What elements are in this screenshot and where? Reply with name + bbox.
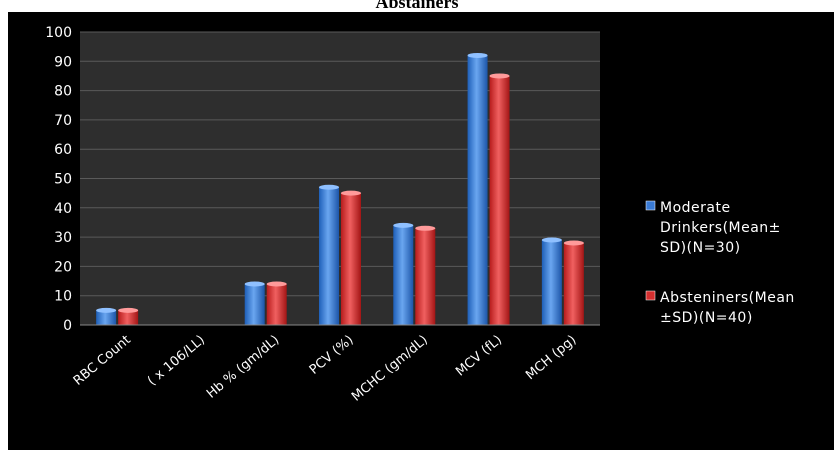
bar-body xyxy=(393,225,414,325)
bar-top xyxy=(541,237,562,243)
bar-body xyxy=(118,310,139,325)
legend-entry: Absteniners(Mean ±SD)(N=40) xyxy=(645,290,795,326)
bar-body xyxy=(467,55,488,325)
bar-body xyxy=(415,228,436,325)
x-tick-label: MCH (pg) xyxy=(523,333,579,384)
bar-moderate-drinkers xyxy=(244,281,265,325)
bar-moderate-drinkers xyxy=(393,222,414,325)
bar-top xyxy=(489,73,510,79)
bar-body xyxy=(319,187,339,325)
legend: Moderate Drinkers(Mean± SD)(N=30) Abstenine… xyxy=(645,200,795,326)
bar-top xyxy=(118,307,139,313)
bar-abstainers xyxy=(415,225,436,325)
bar-abstainers xyxy=(489,73,510,325)
bar-body xyxy=(489,75,510,325)
y-tick-label: 50 xyxy=(54,172,72,188)
legend-label: SD)(N=30) xyxy=(660,240,741,256)
y-tick-label: 30 xyxy=(54,230,72,246)
bar-body xyxy=(563,242,584,325)
x-tick-label: MCV (fL) xyxy=(453,333,505,380)
y-tick-label: 90 xyxy=(54,54,72,70)
bar-body xyxy=(266,283,287,325)
y-tick-label: 60 xyxy=(54,142,72,158)
x-tick-label: PCV (%) xyxy=(307,333,357,378)
bar-abstainers xyxy=(341,190,361,325)
bar-abstainers xyxy=(118,307,139,325)
bar-moderate-drinkers xyxy=(467,52,488,325)
y-tick-label: 100 xyxy=(45,25,72,41)
bar-top xyxy=(341,190,361,196)
x-tick-label: Hb % (gm/dL) xyxy=(204,333,282,402)
bar-top xyxy=(266,281,287,287)
legend-label: Absteniners(Mean xyxy=(660,290,795,306)
bar-moderate-drinkers xyxy=(541,237,562,325)
bar-top xyxy=(393,222,414,228)
legend-swatch xyxy=(645,200,656,211)
bar-body xyxy=(541,240,562,325)
bar-moderate-drinkers xyxy=(96,307,117,325)
legend-label: Moderate xyxy=(660,200,731,216)
legend-swatch xyxy=(645,290,656,301)
x-tick-label: ( x 106/LL) xyxy=(145,333,208,389)
legend-label: Drinkers(Mean± xyxy=(660,220,781,236)
plot-area: 0 10 20 30 40 50 60 70 80 90 100 RBC Count( x 106/L… xyxy=(45,25,600,405)
bar-abstainers xyxy=(266,281,287,325)
bar-top xyxy=(244,281,265,287)
y-tick-label: 20 xyxy=(54,259,72,275)
y-tick-label: 10 xyxy=(54,289,72,305)
y-tick-label: 0 xyxy=(63,318,72,334)
bar-moderate-drinkers xyxy=(319,184,339,325)
bar-top xyxy=(563,240,584,246)
y-tick-label: 80 xyxy=(54,84,72,100)
y-tick-label: 40 xyxy=(54,201,72,217)
bar-top xyxy=(319,184,339,190)
bar-body xyxy=(244,283,265,325)
legend-entry: Moderate Drinkers(Mean± SD)(N=30) xyxy=(645,200,781,256)
x-tick-label: RBC Count xyxy=(71,333,134,389)
bar-abstainers xyxy=(563,240,584,325)
bar-body xyxy=(341,193,361,325)
bar-top xyxy=(467,52,488,58)
x-tick-label: MCHC (gm/dL) xyxy=(349,333,431,405)
legend-label: ±SD)(N=40) xyxy=(660,310,753,326)
bar-top xyxy=(415,225,436,231)
bar-top xyxy=(96,307,117,313)
bar-body xyxy=(96,310,117,325)
chart-title: Abstainers xyxy=(375,0,459,12)
y-tick-label: 70 xyxy=(54,113,72,129)
